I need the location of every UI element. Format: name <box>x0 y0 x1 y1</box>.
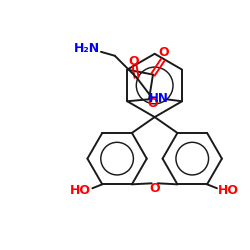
Text: HO: HO <box>70 184 91 197</box>
Text: H₂N: H₂N <box>74 42 100 55</box>
Text: O: O <box>158 46 169 59</box>
Text: O: O <box>149 182 160 195</box>
Text: O: O <box>128 55 139 68</box>
Text: HO: HO <box>218 184 239 197</box>
Text: HN: HN <box>148 92 168 105</box>
Text: O: O <box>148 97 158 110</box>
